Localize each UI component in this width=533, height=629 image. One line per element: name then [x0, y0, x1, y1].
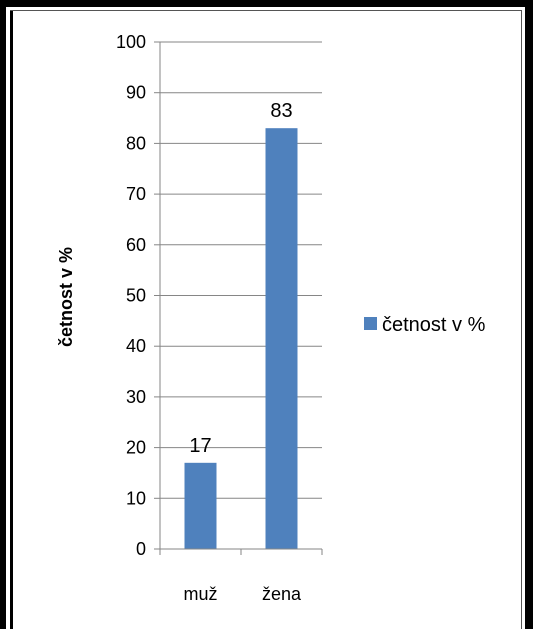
frame-border-left: [0, 0, 6, 629]
frame-border-left-inner: [10, 10, 13, 629]
y-tick-label: 40: [126, 336, 146, 356]
y-tick-label: 20: [126, 438, 146, 458]
legend: četnost v %: [364, 314, 486, 336]
bar: [265, 128, 298, 549]
frame-border-right-inner: [521, 10, 522, 629]
bars: [184, 128, 298, 549]
y-axis-title: četnost v %: [56, 247, 76, 347]
x-tick-label: žena: [262, 584, 302, 604]
bar: [184, 462, 217, 549]
y-tick-label: 90: [126, 83, 146, 103]
x-tick-labels: muž žena: [183, 584, 302, 604]
y-tick-label: 10: [126, 488, 146, 508]
frame-border-top: [0, 0, 533, 7]
y-tick-label: 60: [126, 235, 146, 255]
y-tick-labels: 0 10 20 30 40 50 60 70 80 90 100: [116, 32, 146, 559]
y-tick-label: 50: [126, 286, 146, 306]
data-label: 17: [189, 435, 211, 457]
y-tick-label: 100: [116, 32, 146, 52]
y-tick-label: 0: [136, 539, 146, 559]
y-tick-label: 80: [126, 133, 146, 153]
y-tick-label: 30: [126, 387, 146, 407]
x-tick-label: muž: [183, 584, 217, 604]
y-tick-label: 70: [126, 184, 146, 204]
legend-swatch: [364, 317, 377, 330]
frame-border-top-inner: [10, 10, 522, 11]
axes: [159, 42, 323, 555]
legend-label: četnost v %: [382, 314, 486, 336]
data-label: 83: [270, 100, 292, 122]
frame-border-right: [525, 0, 533, 629]
